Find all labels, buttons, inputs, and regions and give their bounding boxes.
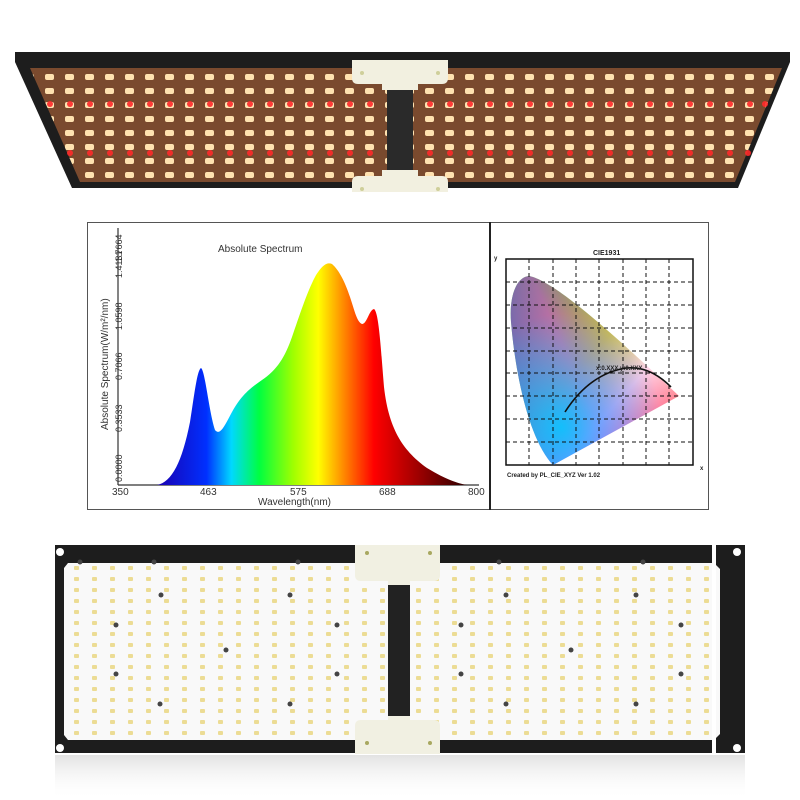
top-bracket [355, 545, 440, 585]
spectrum-area [157, 263, 467, 485]
unlit-grow-light-panel [55, 545, 745, 800]
y-tick: 0.7066 [114, 352, 124, 380]
y-tick: 1.0598 [114, 302, 124, 330]
spectrum-y-axis-title: Absolute Spectrum(W/m²/nm) [100, 298, 111, 430]
cie-title: CIE1931 [593, 250, 621, 257]
spectrum-title: Absolute Spectrum [218, 244, 303, 255]
x-tick: 463 [200, 487, 217, 498]
cie1931-chart [505, 258, 694, 466]
y-tick: 1.7664 [114, 234, 124, 262]
chart-divider [489, 222, 491, 510]
bottom-bracket [352, 170, 448, 192]
red-led-row [47, 101, 768, 156]
cie-annotation: x:0.XXX y:0.XXX [596, 366, 643, 372]
planckian-locus [564, 367, 672, 413]
x-tick: 575 [290, 487, 307, 498]
absolute-spectrum-chart [117, 228, 479, 486]
y-tick: 0.3533 [114, 404, 124, 432]
lit-grow-light-panel [15, 52, 790, 192]
center-spine [387, 72, 413, 182]
x-tick: 688 [379, 487, 396, 498]
center-spine [388, 575, 410, 720]
y-tick: 0.0000 [114, 454, 124, 482]
cie-y-label: y [494, 256, 498, 262]
panel-reflection [55, 755, 745, 800]
cie-x-label: x [700, 466, 704, 472]
bottom-bracket [355, 716, 440, 754]
x-tick: 800 [468, 487, 485, 498]
x-tick: 350 [112, 487, 129, 498]
cie-footer: Created by PL_CIE_XYZ Ver 1.02 [507, 473, 601, 479]
top-bracket [352, 60, 448, 90]
spectrum-x-axis-title: Wavelength(nm) [258, 497, 331, 508]
